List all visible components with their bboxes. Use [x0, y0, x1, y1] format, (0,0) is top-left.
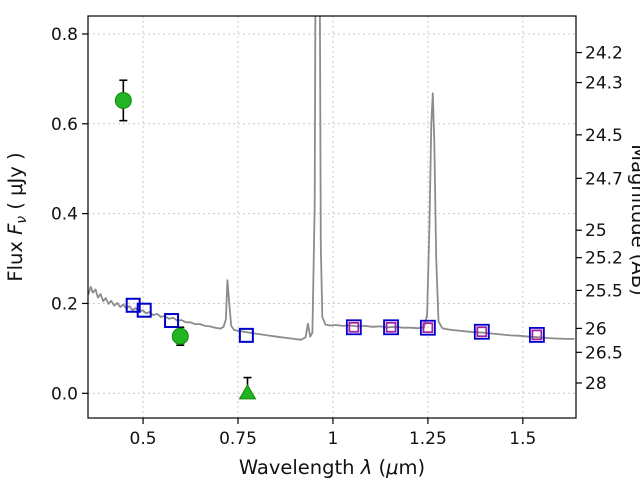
data-layer [88, 16, 575, 400]
blue-square-marker [238, 327, 254, 343]
y-right-tick-label: 24.2 [585, 44, 623, 64]
outer-square-marker [528, 327, 545, 343]
y-axis-label-right: Magnitude (AB) [627, 144, 640, 295]
labels-layer: Flux Fν ( μJy ) Wavelength λ (μm) Magnit… [4, 144, 640, 479]
y-axis-label-left: Flux Fν ( μJy ) [4, 152, 30, 281]
y-left-tick-label: 0.4 [51, 205, 78, 225]
green-circle-marker [114, 91, 132, 109]
inner-square-marker [531, 329, 543, 341]
y-right-tick-label: 24.7 [585, 169, 623, 189]
grid-layer [88, 16, 576, 418]
blue-square-marker [136, 302, 152, 318]
x-tick-label: 0.75 [219, 429, 257, 449]
inner-square-marker [422, 322, 434, 334]
inner-square-marker [385, 321, 397, 333]
x-axis-label: Wavelength λ (μm) [239, 456, 425, 479]
x-tick-label: 1.25 [409, 429, 447, 449]
y-right-tick-label: 26 [585, 319, 607, 339]
y-left-tick-label: 0.8 [51, 25, 78, 45]
y-left-tick-label: 0.6 [51, 115, 78, 135]
plot-border [87, 15, 577, 419]
green-triangle-marker [238, 383, 257, 400]
y-right-tick-label: 26.5 [585, 343, 623, 363]
y-right-tick-label: 25.2 [585, 249, 623, 269]
blue-square-marker [125, 297, 141, 313]
y-right-tick-label: 28 [585, 374, 607, 394]
x-tick-label: 1.5 [509, 429, 536, 449]
outer-square-marker [383, 319, 399, 336]
y-left-tick-label: 0.0 [51, 384, 78, 404]
x-tick-label: 1 [328, 429, 339, 449]
outer-square-marker [345, 319, 362, 336]
blue-square-marker [164, 313, 180, 329]
green-circle-marker [171, 327, 189, 345]
inner-square-marker [476, 326, 488, 338]
y-right-tick-label: 24.3 [585, 74, 623, 94]
y-left-tick-label: 0.2 [51, 294, 78, 314]
y-right-tick-label: 25 [585, 221, 607, 241]
y-right-tick-label: 24.5 [585, 126, 623, 146]
y-right-tick-label: 25.5 [585, 281, 623, 301]
axes-layer: 0.5 0.75 1 1.25 1.5 0.0 0.2 0.4 0.6 0.8 24.2 24.3 24… [51, 15, 623, 449]
inner-square-marker [348, 321, 360, 333]
x-tick-label: 0.5 [130, 429, 157, 449]
outer-square-marker [419, 319, 436, 336]
outer-square-marker [473, 323, 490, 340]
model-spectrum [88, 16, 575, 341]
